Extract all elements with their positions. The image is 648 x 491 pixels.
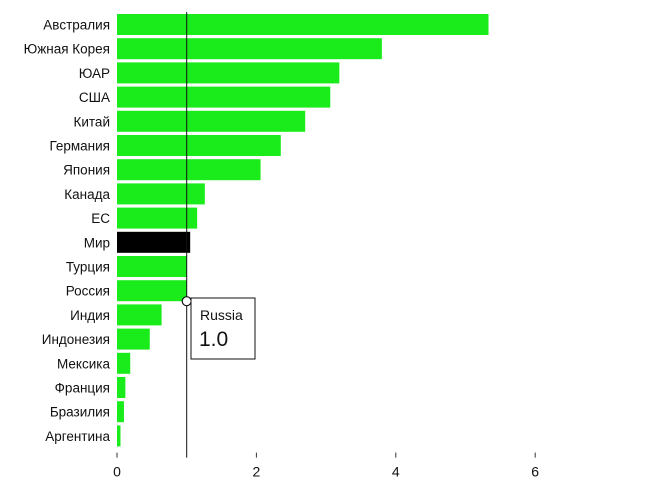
category-label: Мир bbox=[84, 235, 110, 250]
x-tick-label: 2 bbox=[253, 464, 261, 480]
tooltip: Russia 1.0 bbox=[190, 297, 256, 360]
bar[interactable] bbox=[117, 352, 131, 374]
x-tick-label: 0 bbox=[113, 464, 121, 480]
category-label: Аргентина bbox=[45, 429, 110, 444]
bar[interactable] bbox=[117, 231, 191, 253]
category-label: Канада bbox=[64, 187, 110, 202]
category-label: Южная Корея bbox=[24, 42, 110, 57]
bars-group bbox=[117, 14, 489, 447]
hover-marker bbox=[181, 296, 192, 307]
category-label: Бразилия bbox=[50, 405, 110, 420]
category-label: Япония bbox=[63, 163, 110, 178]
bar[interactable] bbox=[117, 256, 187, 277]
bar[interactable] bbox=[117, 38, 382, 60]
x-axis: 0 2 4 6 bbox=[113, 452, 539, 480]
category-label: Россия bbox=[66, 284, 110, 299]
x-tick-label: 6 bbox=[531, 464, 539, 480]
bar[interactable] bbox=[117, 304, 162, 326]
bar[interactable] bbox=[117, 401, 124, 423]
category-label: Турция bbox=[66, 260, 110, 275]
bar[interactable] bbox=[117, 62, 340, 84]
category-label: Мексика bbox=[57, 356, 110, 371]
category-label: ЕС bbox=[91, 211, 110, 226]
category-label: Индия bbox=[70, 308, 110, 323]
tooltip-box bbox=[190, 297, 256, 360]
category-label: Франция bbox=[55, 381, 110, 396]
category-label: Китай bbox=[74, 114, 111, 129]
bar[interactable] bbox=[117, 135, 281, 156]
bar[interactable] bbox=[117, 14, 489, 35]
category-labels: Австралия Южная Корея ЮАР США Китай Германия Я… bbox=[24, 18, 111, 444]
bar[interactable] bbox=[117, 159, 261, 181]
bar[interactable] bbox=[117, 328, 150, 350]
category-label: Германия bbox=[49, 139, 110, 154]
bar[interactable] bbox=[117, 207, 198, 229]
category-label: Индонезия bbox=[42, 332, 110, 347]
bar[interactable] bbox=[117, 110, 306, 132]
category-label: Австралия bbox=[43, 18, 110, 33]
bar[interactable] bbox=[117, 425, 121, 447]
bar[interactable] bbox=[117, 377, 126, 398]
category-label: ЮАР bbox=[79, 66, 110, 81]
tooltip-value: 1.0 bbox=[199, 328, 228, 351]
tooltip-title: Russia bbox=[200, 307, 243, 323]
bar[interactable] bbox=[117, 280, 187, 302]
bar[interactable] bbox=[117, 183, 205, 205]
bar[interactable] bbox=[117, 86, 331, 108]
category-label: США bbox=[79, 90, 110, 105]
x-tick-label: 4 bbox=[392, 464, 400, 480]
